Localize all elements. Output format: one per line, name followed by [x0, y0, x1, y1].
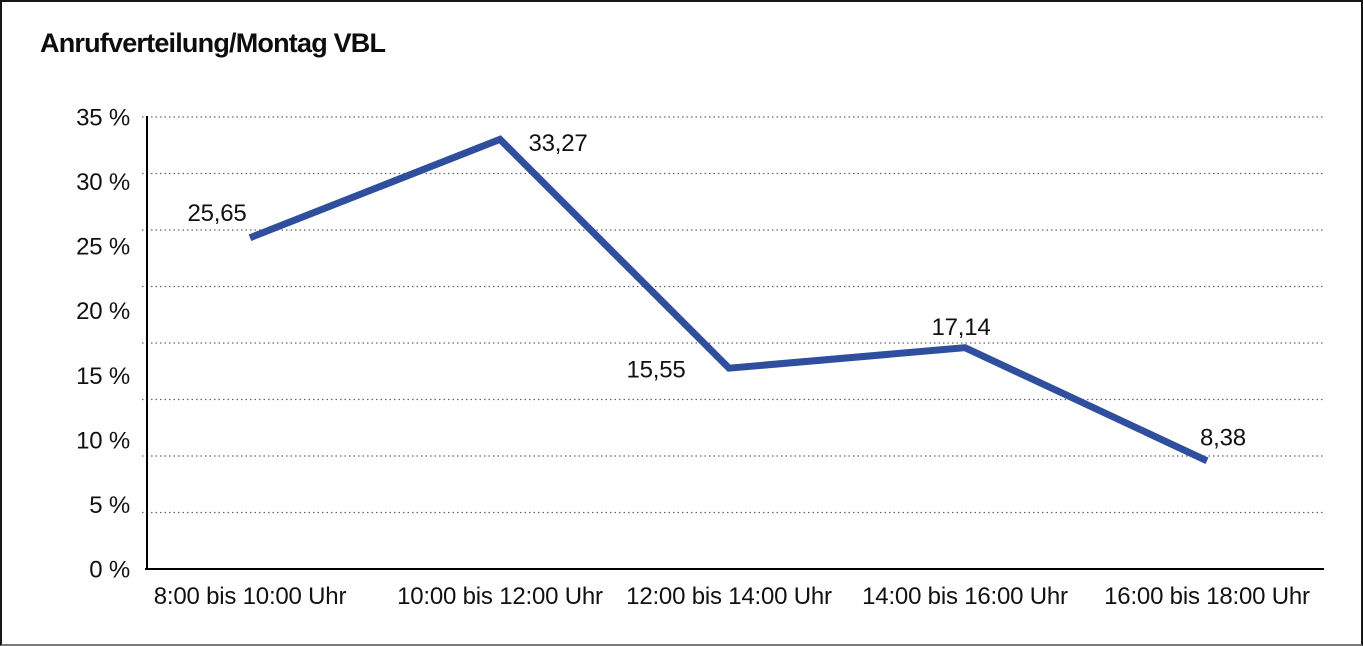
x-category-label: 12:00 bis 14:00 Uhr	[626, 583, 832, 610]
y-tick-label: 35 %	[76, 105, 130, 132]
y-tick-label: 30 %	[76, 169, 130, 196]
data-point-label: 25,65	[187, 200, 246, 227]
y-tick-label: 15 %	[76, 363, 130, 390]
data-line	[248, 135, 1209, 464]
chart-title: Anrufverteilung/Montag VBL	[40, 28, 386, 58]
y-tick-label: 5 %	[89, 492, 130, 519]
x-category-label: 8:00 bis 10:00 Uhr	[154, 583, 347, 610]
x-category-label: 16:00 bis 18:00 Uhr	[1104, 583, 1310, 610]
x-category-label: 10:00 bis 12:00 Uhr	[397, 583, 603, 610]
y-tick-label: 25 %	[76, 234, 130, 261]
data-point-label: 15,55	[626, 357, 685, 384]
data-point-label: 33,27	[528, 130, 587, 157]
x-category-label: 14:00 bis 16:00 Uhr	[862, 583, 1068, 610]
data-point-label: 8,38	[1200, 424, 1246, 451]
data-point-label: 17,14	[931, 314, 990, 341]
y-tick-label: 0 %	[89, 557, 130, 584]
y-tick-label: 10 %	[76, 427, 130, 454]
y-tick-label: 20 %	[76, 298, 130, 325]
